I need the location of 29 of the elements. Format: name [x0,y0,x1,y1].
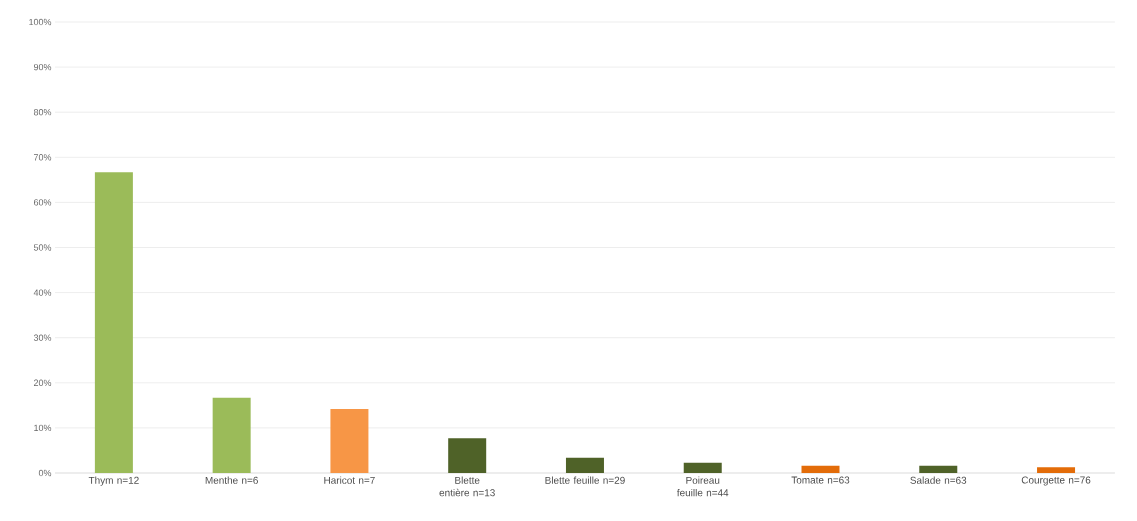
x-tick-label: Menthe n=6 [205,476,258,484]
bar [212,397,251,473]
y-tick-label: 20% [33,379,52,386]
bar [330,408,369,473]
y-tick-label: 30% [33,334,52,341]
x-tick-label: Salade n=63 [910,476,967,484]
x-tick-label: Tomate n=63 [791,476,850,484]
y-tick-label: 90% [33,63,52,71]
bar [1037,467,1076,473]
bar [683,462,722,473]
bar [565,457,604,473]
y-tick-label: 100% [29,18,52,26]
y-tick-label: 0% [38,469,52,477]
x-tick-label: Blette feuille n=29 [545,476,625,484]
bar [801,465,840,473]
x-tick-label: Thym n=12 [88,476,139,486]
y-tick-label: 10% [34,424,52,432]
x-tick-label: Haricot n=7 [324,476,375,484]
y-tick-label: 80% [33,109,52,116]
bar [94,172,133,473]
y-tick-label: 40% [33,289,52,296]
x-tick-label: Courgette n=76 [1021,476,1091,486]
y-tick-label: 70% [33,154,52,161]
y-tick-label: 60% [33,199,52,206]
bar [448,438,487,473]
x-tick-label: Blette entière n=13 [439,476,495,497]
x-tick-label: Poireau feuille n=44 [676,476,729,497]
y-tick-label: 50% [33,244,52,251]
bar [919,465,958,473]
